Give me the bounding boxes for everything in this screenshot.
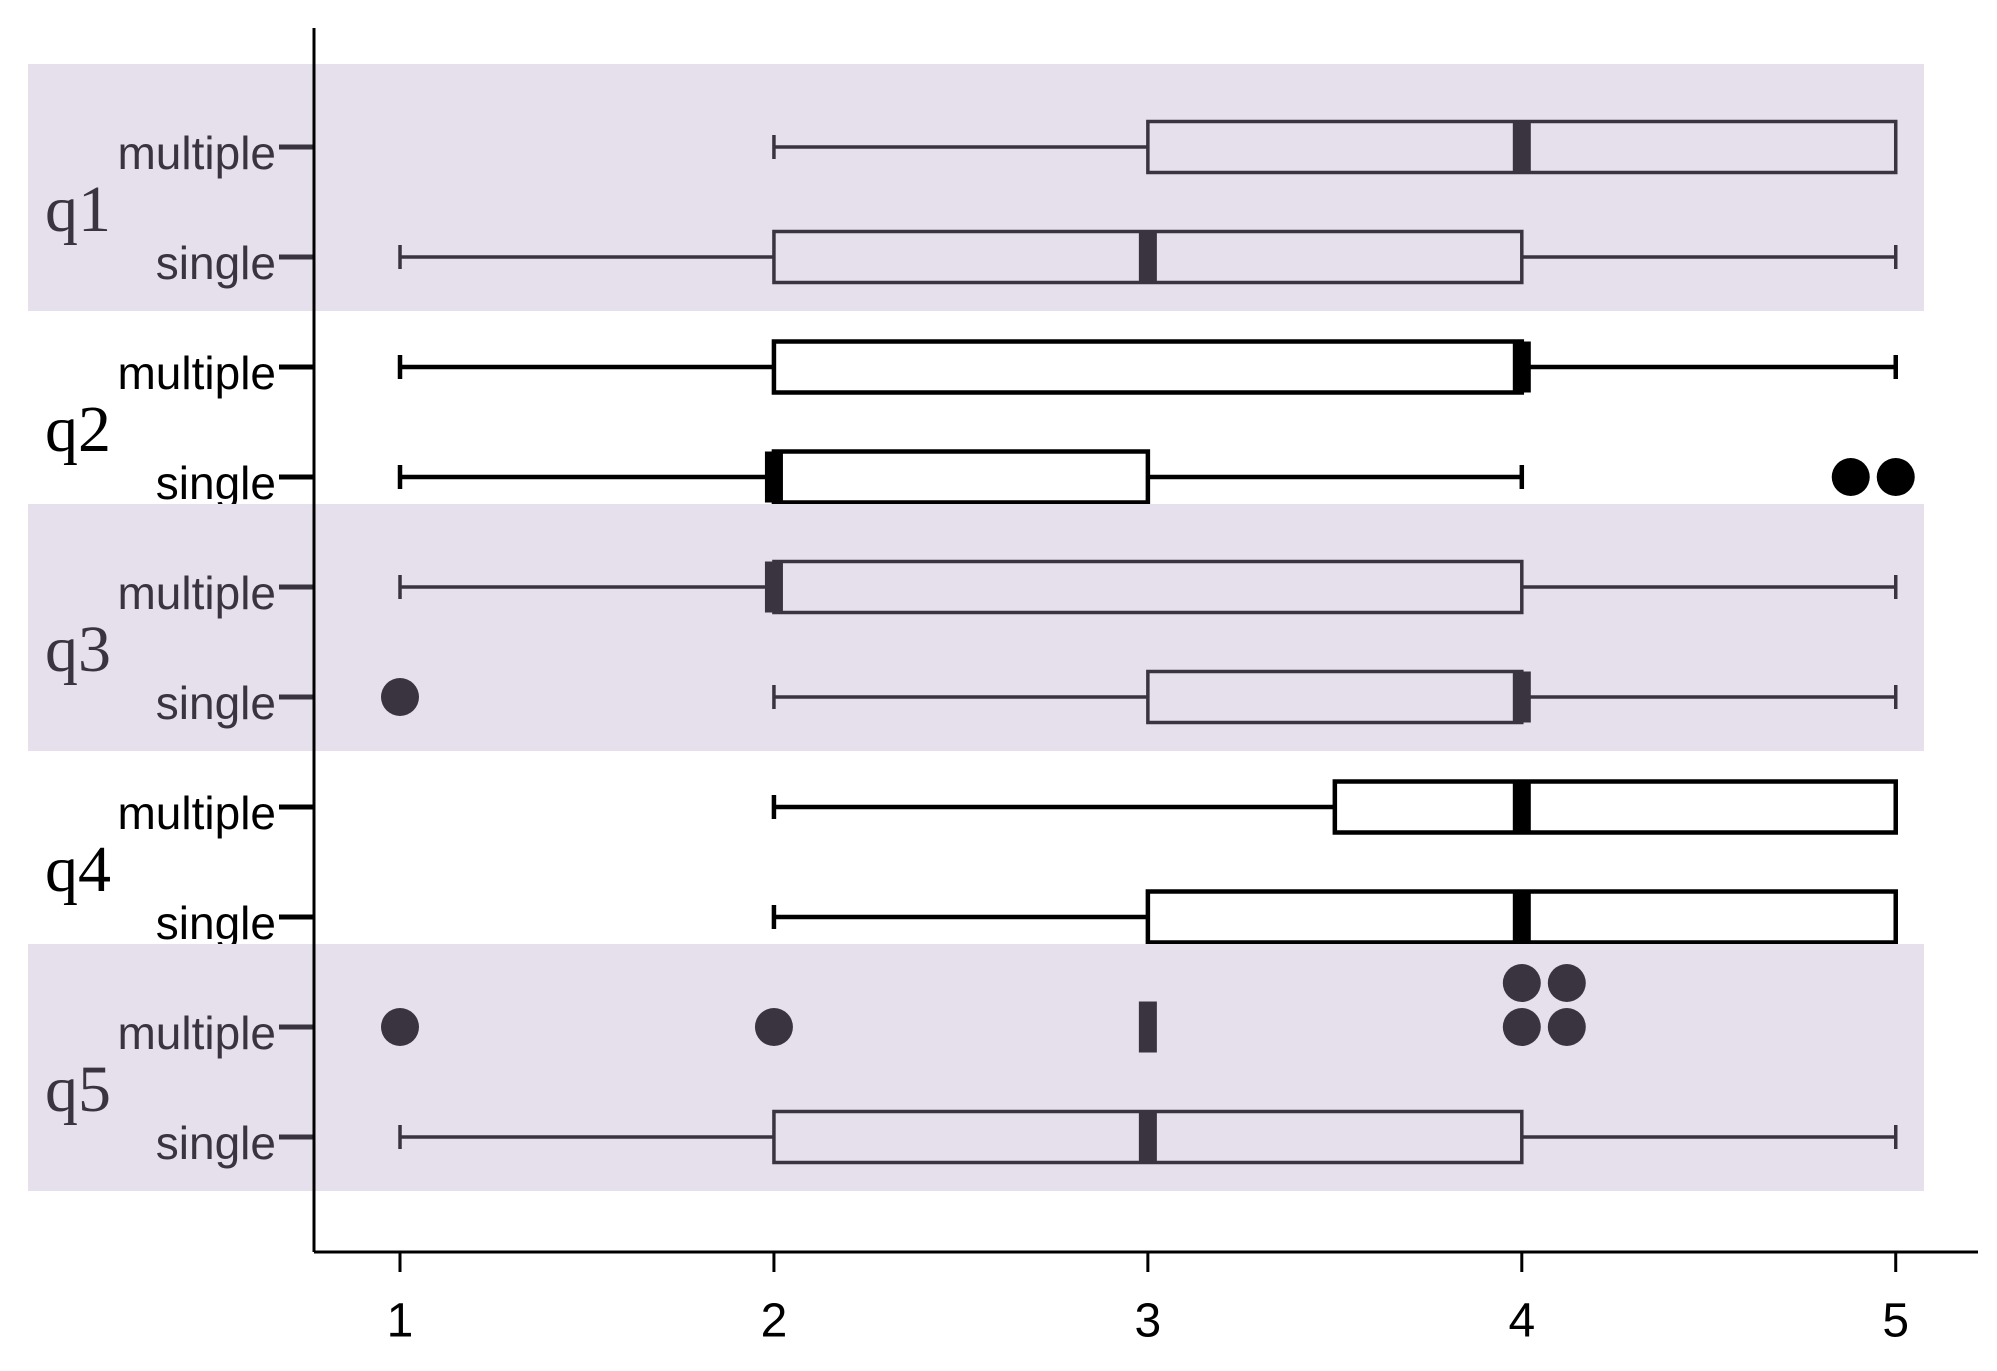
x-tick-label: 2 [761, 1295, 788, 1348]
group-label: q5 [45, 1053, 111, 1126]
outlier [381, 678, 420, 716]
row-label: single [156, 1117, 276, 1169]
row-label: multiple [117, 1007, 276, 1059]
row-label: single [156, 677, 276, 729]
row-label: multiple [117, 347, 276, 399]
median [764, 561, 783, 613]
row-label: single [156, 897, 276, 949]
row-label: multiple [117, 567, 276, 619]
median [1138, 231, 1157, 283]
outlier [754, 1008, 793, 1046]
box [771, 339, 1525, 395]
median [1512, 781, 1531, 833]
outlier [1876, 458, 1915, 496]
outlier [1547, 964, 1586, 1002]
group-band [28, 944, 1924, 1191]
group-band [28, 64, 1924, 311]
outlier [1547, 1008, 1586, 1046]
row-label: multiple [117, 787, 276, 839]
median [1138, 1111, 1157, 1163]
x-tick-label: 1 [387, 1295, 414, 1348]
median [1512, 671, 1531, 723]
row-label: single [156, 457, 276, 509]
x-tick-label: 3 [1135, 1295, 1162, 1348]
x-tick-label: 5 [1882, 1295, 1909, 1348]
group-label: q4 [45, 833, 111, 906]
outlier [1831, 458, 1870, 496]
box [771, 449, 1151, 505]
x-tick-label: 4 [1508, 1295, 1535, 1348]
outlier [1502, 1008, 1541, 1046]
outlier [1502, 964, 1541, 1002]
row-label: multiple [117, 127, 276, 179]
group-label: q1 [45, 173, 111, 246]
box [1332, 779, 1898, 835]
median [1512, 341, 1531, 393]
group-label: q2 [45, 393, 111, 466]
median [764, 451, 783, 503]
median [1512, 891, 1531, 943]
row-label: single [156, 237, 276, 289]
median [1138, 1001, 1157, 1053]
median [1512, 121, 1531, 173]
outlier [381, 1008, 420, 1046]
group-label: q3 [45, 613, 111, 686]
group-band [28, 504, 1924, 751]
